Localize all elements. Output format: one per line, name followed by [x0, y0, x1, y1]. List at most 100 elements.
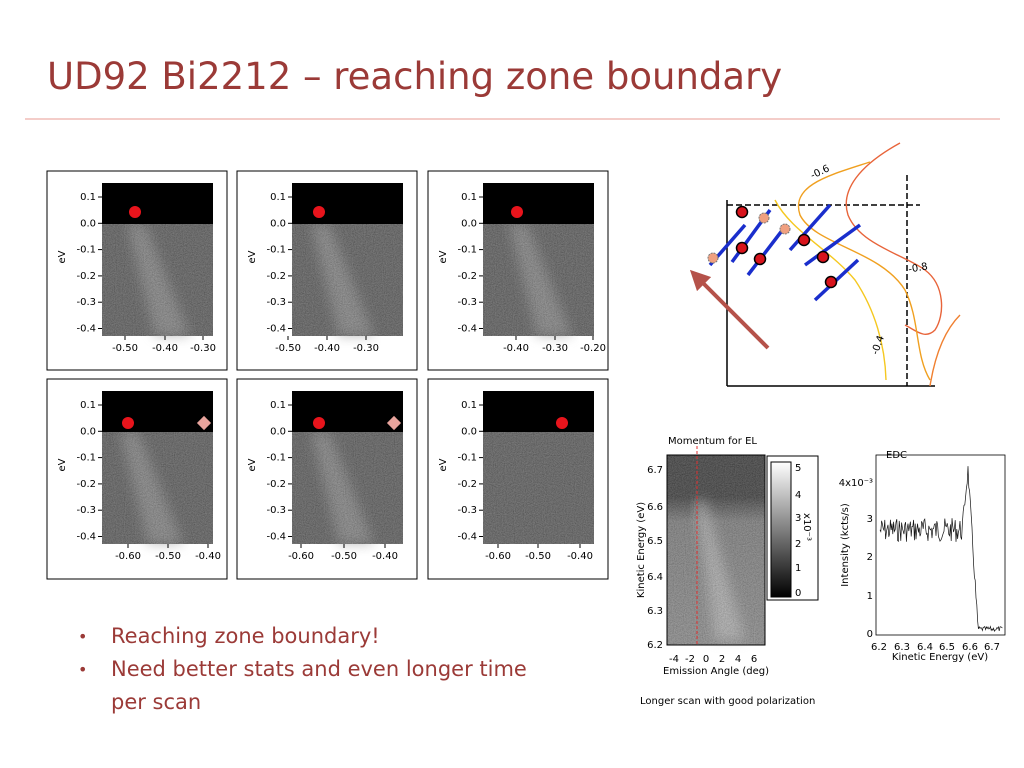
x-tick-label: -0.40 — [567, 551, 593, 562]
x-tick-label: 6 — [751, 654, 757, 665]
x-tick-label: 6.3 — [894, 642, 910, 653]
x-tick-label: -0.60 — [288, 551, 314, 562]
y-tick-label: -0.2 — [457, 271, 477, 282]
y-tick-label: -0.4 — [457, 324, 477, 335]
colorbar-tick-label: 0 — [795, 588, 801, 599]
y-axis-label: eV — [57, 458, 68, 471]
spectrum-inset: Momentum for EL 6.7 6.6 6.5 6.4 6.3 6.2 Kinetic… — [636, 436, 819, 707]
title-rule — [25, 118, 1000, 120]
y-axis-label: eV — [438, 458, 449, 471]
unoccupied-region — [102, 183, 213, 224]
cut-marker — [753, 252, 767, 266]
y-tick-label: -0.2 — [76, 271, 96, 282]
cut-line — [788, 203, 832, 252]
bullet-list: Reaching zone boundary! Need better stat… — [78, 620, 548, 719]
y-tick-label: 6.4 — [647, 572, 663, 583]
y-tick-label: -0.4 — [457, 532, 477, 543]
x-tick-label: 6.4 — [917, 642, 933, 653]
x-tick-label: -0.50 — [525, 551, 551, 562]
frame — [875, 454, 1006, 636]
y-tick-label: -0.3 — [266, 297, 286, 308]
contour-label: -0.8 — [908, 261, 929, 275]
cut-marker — [816, 250, 830, 264]
bullet: Need better stats and even longer time p… — [78, 653, 548, 719]
cut-marker — [735, 241, 749, 255]
x-tick-label: -0.50 — [331, 551, 357, 562]
y-tick-label: -0.1 — [266, 245, 286, 256]
bullet: Reaching zone boundary! — [78, 620, 548, 653]
zone-map: -0.6 -0.8 -0.4 — [689, 142, 961, 387]
unoccupied-region — [292, 183, 403, 224]
x-tick-label: 6.6 — [962, 642, 978, 653]
unoccupied-region — [292, 391, 403, 432]
x-tick-label: -0.30 — [190, 343, 216, 354]
y-tick-label: -0.1 — [76, 453, 96, 464]
x-tick-label: -0.30 — [353, 343, 379, 354]
y-tick-label: -0.4 — [76, 532, 96, 543]
y-tick-label: 0 — [867, 629, 873, 640]
caption: Longer scan with good polarization — [640, 696, 815, 707]
marker — [511, 206, 523, 218]
y-tick-label: -0.4 — [266, 324, 286, 335]
cut-marker — [797, 233, 811, 247]
marker — [129, 206, 141, 218]
colorbar-tick-label: 3 — [795, 513, 801, 524]
y-tick-label: -0.3 — [266, 505, 286, 516]
x-axis-label: Emission Angle (deg) — [663, 666, 769, 677]
colorbar-tick-label: 1 — [795, 563, 801, 574]
x-axis-label: Kinetic Energy (eV) — [892, 652, 988, 663]
y-tick-label: -0.3 — [457, 297, 477, 308]
contour-label: -0.4 — [870, 334, 887, 356]
annotation: Momentum for EL — [668, 436, 757, 447]
marker — [196, 415, 212, 431]
x-tick-label: 6.2 — [871, 642, 887, 653]
y-tick-label: -0.1 — [76, 245, 96, 256]
y-tick-label: 0.1 — [80, 400, 96, 411]
x-tick-label: -2 — [685, 654, 695, 665]
y-tick-label: 6.2 — [647, 640, 663, 651]
colorbar-tick-label: 5 — [795, 463, 801, 474]
y-tick-label: 0.1 — [270, 192, 286, 203]
x-tick-label: -0.20 — [580, 343, 606, 354]
cut-marker — [779, 223, 791, 235]
arpes-panel: 0.1 0.0 -0.1 -0.2 -0.3 -0.4 -0.40 -0.30 -0.20 eV — [427, 170, 609, 371]
y-tick-label: 6.3 — [647, 606, 663, 617]
contour — [845, 142, 943, 335]
x-tick-label: -0.40 — [152, 343, 178, 354]
colorbar-tick-label: 2 — [795, 539, 801, 550]
x-tick-label: -0.50 — [275, 343, 301, 354]
y-tick-label: 0.0 — [461, 218, 477, 229]
contour-label: -0.6 — [809, 163, 831, 181]
y-tick-label: 0.0 — [461, 426, 477, 437]
y-tick-label: 6.6 — [647, 502, 663, 513]
marker — [313, 417, 325, 429]
y-tick-label: -0.1 — [266, 453, 286, 464]
contour — [774, 199, 887, 381]
unoccupied-region — [483, 391, 594, 432]
colorbar-label: x10⁻³ — [801, 513, 812, 541]
y-tick-label: 0.0 — [80, 426, 96, 437]
y-tick-label: 0.0 — [270, 426, 286, 437]
y-tick-label: 0.1 — [80, 192, 96, 203]
y-tick-label: 0.1 — [461, 400, 477, 411]
y-axis-label: eV — [247, 458, 258, 471]
y-tick-label: -0.2 — [457, 479, 477, 490]
x-tick-label: -0.40 — [503, 343, 529, 354]
y-tick-label: 0.0 — [270, 218, 286, 229]
y-tick-label: 1 — [867, 591, 873, 602]
contour — [797, 161, 931, 381]
colorbar-tick-label: 4 — [795, 490, 801, 501]
x-tick-label: 6.5 — [939, 642, 955, 653]
y-tick-label: 2 — [867, 552, 873, 563]
y-tick-label: -0.2 — [266, 271, 286, 282]
x-tick-label: 6.7 — [984, 642, 1000, 653]
cut-line — [803, 223, 862, 267]
y-tick-label: 0.1 — [270, 400, 286, 411]
noise — [667, 455, 765, 645]
arpes-panel: 0.1 0.0 -0.1 -0.2 -0.3 -0.4 -0.50 -0.40 -0.30 eV — [46, 170, 228, 371]
